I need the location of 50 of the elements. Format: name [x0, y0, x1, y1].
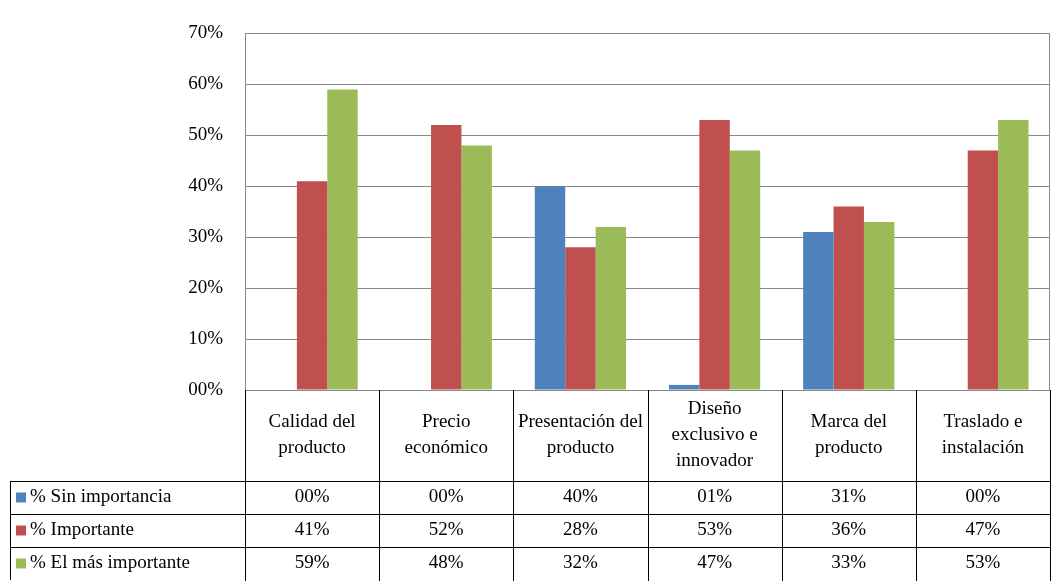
x-tick-label: Calidad del producto — [268, 410, 356, 458]
y-tick-label: 60% — [188, 72, 224, 94]
bar — [327, 89, 358, 390]
x-tick-label: Precio económico — [404, 410, 488, 458]
y-tick-label: 40% — [188, 174, 224, 196]
data-label: 53% — [697, 518, 733, 540]
data-label: 53% — [965, 551, 1001, 573]
x-tick-label: Diseño exclusivo e innovador — [671, 397, 758, 471]
data-label: 33% — [831, 551, 867, 573]
y-tick-label: 00% — [188, 377, 224, 399]
bar — [998, 120, 1029, 390]
y-tick-label: 10% — [188, 327, 224, 349]
data-label: 59% — [294, 551, 330, 573]
bar — [534, 186, 566, 390]
bar — [729, 150, 761, 390]
bar — [863, 221, 895, 390]
bar — [461, 145, 492, 390]
bar — [565, 247, 596, 390]
legend-label: % Importante — [30, 518, 134, 540]
bar — [803, 232, 834, 390]
legend-label: % El más importante — [30, 551, 190, 573]
data-label: 40% — [563, 485, 598, 507]
data-label: 47% — [697, 551, 733, 573]
bar — [967, 150, 999, 390]
data-label: 32% — [563, 551, 598, 573]
data-label: 36% — [831, 518, 867, 540]
data-label: 47% — [965, 518, 1001, 540]
legend-label: % Sin importancia — [30, 485, 172, 507]
y-tick-label: 50% — [188, 123, 224, 145]
data-label: 41% — [294, 518, 330, 540]
data-label: 31% — [831, 485, 867, 507]
y-tick-label: 20% — [188, 276, 224, 298]
bar — [595, 226, 627, 390]
bar — [668, 384, 700, 390]
data-label: 01% — [697, 485, 733, 507]
bar — [699, 120, 730, 390]
bar — [833, 206, 864, 390]
data-label: 00% — [294, 485, 330, 507]
bar — [431, 125, 462, 390]
data-label: 48% — [428, 551, 464, 573]
data-label: 00% — [965, 485, 1001, 507]
data-label: 52% — [428, 518, 464, 540]
x-tick-label: Presentación del producto — [517, 410, 643, 458]
y-tick-label: 70% — [188, 21, 224, 43]
data-label: 28% — [563, 518, 598, 540]
bar — [296, 181, 328, 390]
data-label: 00% — [428, 485, 464, 507]
x-tick-label: Marca del producto — [810, 410, 887, 458]
y-tick-label: 30% — [188, 225, 224, 247]
x-tick-label: Traslado e instalación — [941, 410, 1025, 458]
